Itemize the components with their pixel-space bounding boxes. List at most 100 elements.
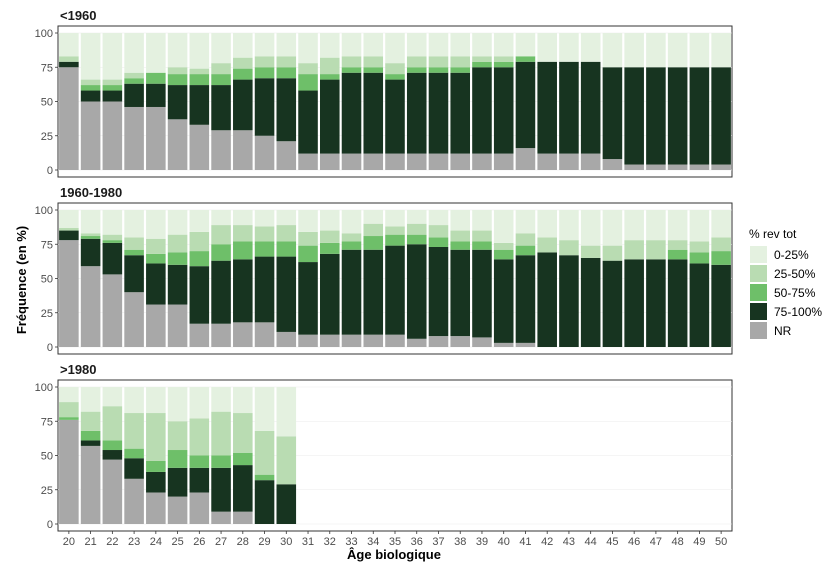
bar-segment-q50_75 <box>711 251 731 265</box>
y-tick-label: 75 <box>41 416 53 428</box>
bar-segment-nr <box>102 459 123 524</box>
bar-segment-q75_100 <box>406 244 427 339</box>
bar-segment-q25_50 <box>385 226 405 235</box>
bar-segment-nr <box>211 130 231 170</box>
bar-segment-q0_25 <box>689 210 710 242</box>
bar-segment-q75_100 <box>189 266 210 324</box>
bar-segment-q75_100 <box>254 256 275 323</box>
bar-segment-q50_75 <box>189 251 210 267</box>
bar-segment-q0_25 <box>276 33 297 57</box>
bar-segment-q75_100 <box>559 255 579 347</box>
x-tick-label: 47 <box>650 536 662 548</box>
bar-segment-nr <box>102 101 123 170</box>
bar-segment-q0_25 <box>493 33 514 57</box>
bar-segment-q0_25 <box>233 33 253 58</box>
x-tick-label: 29 <box>258 536 270 548</box>
bar-segment-q50_75 <box>689 252 710 264</box>
bar-segment-q0_25 <box>537 33 557 62</box>
bar-segment-q0_25 <box>580 33 601 62</box>
bar-segment-q50_75 <box>276 67 297 79</box>
bar-segment-q25_50 <box>80 233 101 237</box>
x-tick-label: 43 <box>563 536 575 548</box>
bar-segment-q25_50 <box>319 57 340 75</box>
bar-segment-q75_100 <box>363 249 384 335</box>
bar-segment-q0_25 <box>428 210 449 226</box>
bar-segment-q25_50 <box>428 56 449 68</box>
bar-segment-nr <box>515 148 536 170</box>
bar-segment-nr <box>146 304 166 347</box>
bar-segment-nr <box>80 101 101 170</box>
bar-segment-q75_100 <box>493 67 514 154</box>
bar-segment-q25_50 <box>211 411 231 456</box>
x-tick-label: 44 <box>585 536 597 548</box>
bar-segment-q25_50 <box>450 230 471 242</box>
bar-segment-q25_50 <box>385 63 405 75</box>
bar-segment-nr <box>689 164 710 170</box>
bar-segment-nr <box>298 153 318 170</box>
bar-segment-q75_100 <box>276 78 297 142</box>
bar-segment-q75_100 <box>689 263 710 347</box>
bar-segment-q75_100 <box>59 230 79 241</box>
bar-segment-q0_25 <box>233 210 253 226</box>
bar-segment-q75_100 <box>406 72 427 154</box>
bar-segment-q50_75 <box>80 236 101 239</box>
bar-segment-nr <box>667 164 688 170</box>
bar-segment-q75_100 <box>559 61 579 154</box>
bar-segment-q75_100 <box>124 83 144 107</box>
panel-title: >1980 <box>60 362 97 377</box>
bar-segment-q25_50 <box>406 223 427 235</box>
x-tick-label: 36 <box>411 536 423 548</box>
bar-segment-q25_50 <box>59 402 79 418</box>
panel-title: <1960 <box>60 8 97 23</box>
y-tick-label: 25 <box>41 131 53 143</box>
bar-segment-q75_100 <box>146 263 166 305</box>
x-tick-label: 50 <box>715 536 727 548</box>
bar-segment-q25_50 <box>298 63 318 75</box>
bar-segment-nr <box>102 274 123 347</box>
bar-segment-q25_50 <box>124 237 144 250</box>
bar-segment-q0_25 <box>254 387 275 431</box>
bar-segment-q25_50 <box>233 57 253 69</box>
bar-segment-q0_25 <box>711 210 731 238</box>
x-tick-label: 23 <box>128 536 140 548</box>
x-tick-label: 34 <box>367 536 379 548</box>
bar-segment-q50_75 <box>298 245 318 263</box>
bar-segment-q25_50 <box>515 233 536 246</box>
bar-segment-q25_50 <box>233 225 253 242</box>
bar-segment-q75_100 <box>146 83 166 107</box>
bar-segment-q75_100 <box>211 260 231 324</box>
bar-segment-q0_25 <box>124 387 144 414</box>
bar-segment-nr <box>450 153 471 170</box>
bar-segment-q50_75 <box>124 448 144 459</box>
bar-segment-q75_100 <box>602 260 623 347</box>
x-tick-label: 37 <box>432 536 444 548</box>
y-tick-label: 50 <box>41 97 53 109</box>
bar-segment-q0_25 <box>319 210 340 231</box>
bar-segment-q0_25 <box>80 387 101 412</box>
x-tick-label: 42 <box>541 536 553 548</box>
bar-segment-nr <box>146 106 166 170</box>
bar-segment-nr <box>276 331 297 347</box>
x-tick-label: 25 <box>171 536 183 548</box>
bar-segment-q0_25 <box>406 33 427 57</box>
bar-segment-q75_100 <box>428 246 449 337</box>
bar-segment-q0_25 <box>298 210 318 232</box>
y-tick-label: 0 <box>47 342 53 354</box>
bar-segment-q50_75 <box>254 67 275 79</box>
legend: % rev tot 0-25% 25-50% 50-75% 75-100% NR <box>749 227 822 339</box>
bar-segment-q25_50 <box>276 225 297 242</box>
bar-segment-nr <box>646 164 666 170</box>
y-tick-label: 25 <box>41 485 53 497</box>
bar-segment-q75_100 <box>167 467 188 497</box>
bar-segment-q50_75 <box>189 74 210 86</box>
bar-segment-q50_75 <box>146 253 166 264</box>
bar-segment-q50_75 <box>80 85 101 91</box>
bar-segment-q50_75 <box>385 74 405 80</box>
bar-segment-nr <box>189 124 210 170</box>
bar-segment-q0_25 <box>537 210 557 238</box>
bar-segment-q25_50 <box>254 226 275 242</box>
panel: 1960-1980 0 25 50 75 100 <box>35 185 733 355</box>
bar-segment-q50_75 <box>493 61 514 68</box>
bar-segment-q0_25 <box>124 210 144 238</box>
bar-segment-q25_50 <box>189 418 210 456</box>
